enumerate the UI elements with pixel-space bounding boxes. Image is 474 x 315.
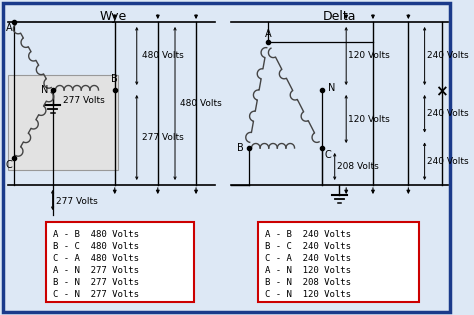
Text: N: N xyxy=(41,85,49,95)
Text: B - N  277 Volts: B - N 277 Volts xyxy=(53,278,138,287)
Text: B - C  240 Volts: B - C 240 Volts xyxy=(265,242,351,251)
Text: 240 Volts: 240 Volts xyxy=(428,157,469,166)
Text: 480 Volts: 480 Volts xyxy=(142,51,183,60)
Text: A - B  480 Volts: A - B 480 Volts xyxy=(53,230,138,239)
Text: 208 Volts: 208 Volts xyxy=(337,162,378,171)
Text: B - N  208 Volts: B - N 208 Volts xyxy=(265,278,351,287)
Text: 277 Volts: 277 Volts xyxy=(64,96,105,105)
Text: C - A  240 Volts: C - A 240 Volts xyxy=(265,254,351,263)
Text: C - N  120 Volts: C - N 120 Volts xyxy=(265,290,351,299)
Text: A - N  277 Volts: A - N 277 Volts xyxy=(53,266,138,275)
Text: N: N xyxy=(328,83,336,93)
Text: A: A xyxy=(264,29,271,39)
Text: 277 Volts: 277 Volts xyxy=(56,197,98,205)
Bar xyxy=(8,75,118,170)
Bar xyxy=(258,222,419,302)
Text: 120 Volts: 120 Volts xyxy=(348,114,390,123)
Text: B: B xyxy=(237,143,244,153)
Text: 277 Volts: 277 Volts xyxy=(142,133,183,142)
Text: 480 Volts: 480 Volts xyxy=(180,99,221,108)
Text: 120 Volts: 120 Volts xyxy=(348,51,390,60)
Text: C: C xyxy=(324,150,331,160)
Bar xyxy=(46,222,194,302)
Text: B: B xyxy=(111,74,118,84)
Text: C - A  480 Volts: C - A 480 Volts xyxy=(53,254,138,263)
Text: 240 Volts: 240 Volts xyxy=(428,51,469,60)
Text: C: C xyxy=(6,160,12,170)
Text: Wye: Wye xyxy=(99,10,127,23)
Text: Delta: Delta xyxy=(323,10,356,23)
Text: ×: × xyxy=(436,84,448,100)
Text: C - N  277 Volts: C - N 277 Volts xyxy=(53,290,138,299)
Text: A - N  120 Volts: A - N 120 Volts xyxy=(265,266,351,275)
Text: 240 Volts: 240 Volts xyxy=(428,109,469,118)
Text: A: A xyxy=(6,23,12,33)
Text: A - B  240 Volts: A - B 240 Volts xyxy=(265,230,351,239)
Text: B - C  480 Volts: B - C 480 Volts xyxy=(53,242,138,251)
